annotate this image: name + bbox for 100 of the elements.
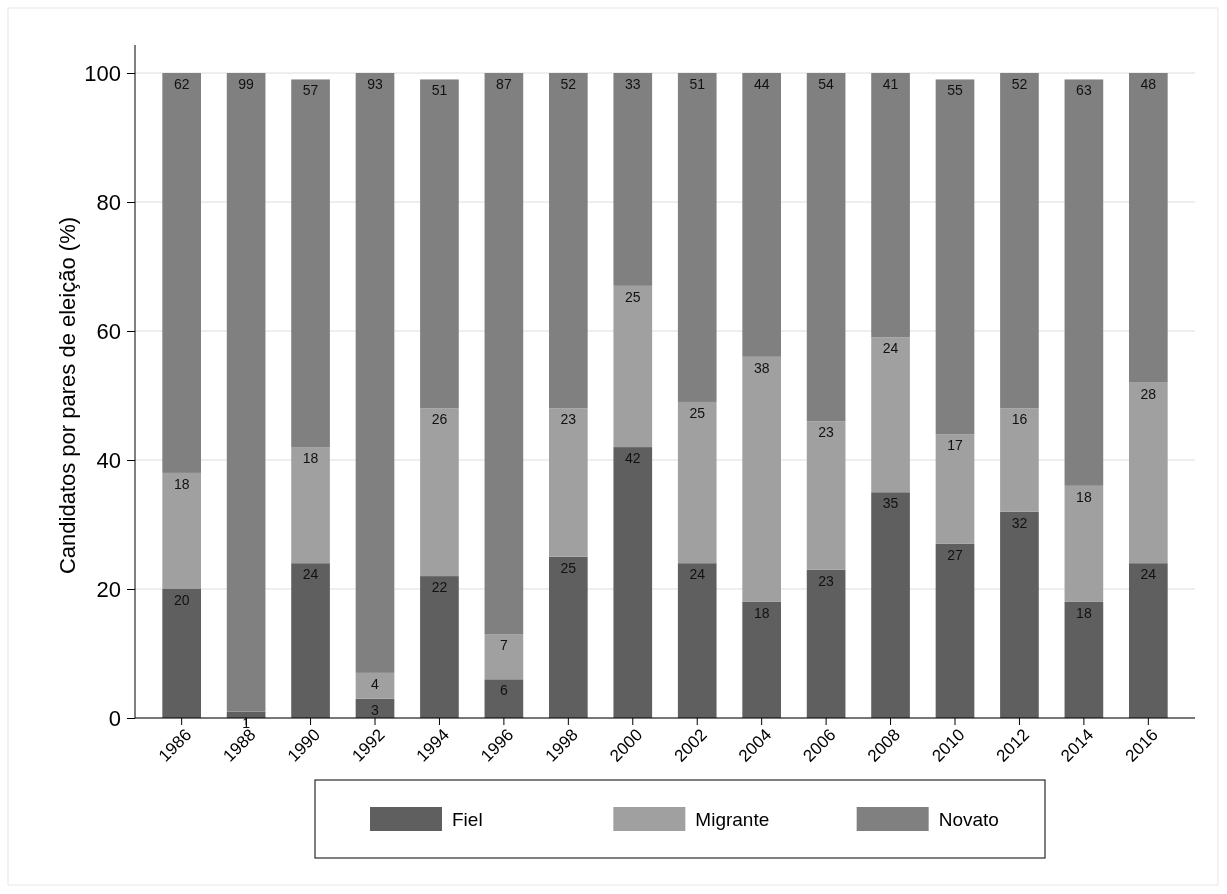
data-label: 24 — [689, 566, 706, 583]
bar — [291, 563, 330, 718]
data-label: 48 — [1140, 76, 1157, 92]
data-label: 23 — [818, 572, 835, 589]
y-tick-label: 40 — [96, 447, 121, 473]
bar — [677, 563, 717, 718]
bar — [806, 569, 846, 718]
data-label: 52 — [1011, 76, 1028, 92]
bar — [355, 672, 395, 699]
bar — [1064, 485, 1104, 602]
data-label: 87 — [496, 76, 512, 92]
bar — [162, 472, 201, 589]
data-label: 52 — [560, 76, 577, 92]
data-label: 24 — [882, 340, 899, 357]
y-axis-title: Candidatos por pares de eleição (%) — [55, 216, 80, 575]
bar — [1000, 73, 1039, 409]
bar — [162, 73, 201, 473]
data-label: 55 — [947, 82, 963, 99]
data-label: 24 — [302, 566, 319, 583]
data-label: 28 — [1140, 385, 1157, 402]
bar — [1000, 511, 1039, 718]
data-label: 57 — [302, 82, 319, 99]
bar — [613, 447, 653, 718]
data-label: 17 — [947, 437, 963, 454]
data-label: 41 — [882, 76, 899, 92]
data-label: 99 — [238, 76, 255, 92]
data-label: 38 — [753, 359, 770, 376]
bar — [806, 421, 846, 570]
bar — [935, 543, 975, 718]
data-label: 6 — [499, 682, 508, 699]
data-label: 54 — [818, 76, 835, 92]
bar — [420, 576, 459, 718]
data-label: 18 — [302, 450, 319, 467]
bar — [484, 73, 524, 635]
bar — [613, 285, 653, 448]
bar — [742, 356, 781, 602]
bar — [484, 634, 524, 680]
bar — [291, 79, 330, 448]
data-label: 23 — [818, 424, 835, 441]
bar — [871, 337, 910, 493]
data-label: 51 — [689, 76, 706, 92]
data-label: 32 — [1011, 514, 1028, 531]
bar — [226, 73, 266, 712]
bar — [291, 447, 330, 564]
bar — [742, 73, 781, 357]
data-label: 7 — [499, 637, 508, 654]
data-label: 33 — [624, 76, 641, 92]
bar — [1129, 563, 1168, 718]
bar — [871, 73, 910, 338]
bar — [871, 492, 910, 718]
data-label: 24 — [1140, 566, 1157, 583]
y-tick-label: 80 — [96, 189, 121, 215]
data-label: 35 — [882, 495, 899, 512]
data-label: 20 — [173, 592, 190, 608]
bar — [677, 401, 717, 564]
data-label: 18 — [173, 475, 190, 492]
data-label: 27 — [947, 546, 963, 563]
bar — [355, 73, 395, 673]
legend-label: Migrante — [695, 808, 770, 830]
data-label: 42 — [624, 450, 641, 467]
data-label: 18 — [1076, 488, 1092, 505]
bar — [1129, 73, 1168, 383]
bar — [1129, 382, 1168, 564]
data-label: 18 — [753, 604, 770, 621]
bar — [935, 434, 975, 544]
bar — [549, 73, 588, 409]
bar — [549, 556, 588, 718]
legend-label: Novato — [938, 808, 999, 830]
bar — [742, 601, 781, 718]
bar — [420, 408, 459, 577]
bar — [420, 79, 459, 409]
bar — [935, 79, 975, 435]
y-tick-label: 100 — [84, 60, 121, 86]
data-label: 25 — [689, 404, 706, 421]
bar — [1064, 79, 1104, 486]
data-label: 25 — [624, 288, 641, 305]
data-label: 26 — [431, 411, 448, 428]
data-label: 51 — [431, 82, 448, 99]
bar — [162, 589, 201, 718]
data-label: 16 — [1011, 411, 1028, 428]
bar — [549, 408, 588, 557]
bar — [1000, 408, 1039, 512]
data-label: 63 — [1076, 82, 1092, 99]
bar — [1064, 601, 1104, 718]
y-tick-label: 60 — [96, 318, 121, 344]
bar — [613, 73, 653, 286]
data-label: 93 — [367, 76, 383, 92]
data-label: 44 — [753, 76, 770, 92]
data-label: 62 — [173, 76, 190, 92]
bar — [806, 73, 846, 422]
data-label: 25 — [560, 559, 577, 576]
bar — [677, 73, 717, 402]
data-label: 4 — [371, 675, 380, 692]
legend-label: Fiel — [452, 808, 483, 830]
data-label: 18 — [1076, 604, 1092, 621]
data-label: 23 — [560, 411, 577, 428]
y-tick-label: 20 — [96, 576, 121, 602]
data-label: 22 — [431, 579, 448, 596]
bar — [484, 679, 524, 718]
y-tick-label: 0 — [108, 705, 121, 731]
